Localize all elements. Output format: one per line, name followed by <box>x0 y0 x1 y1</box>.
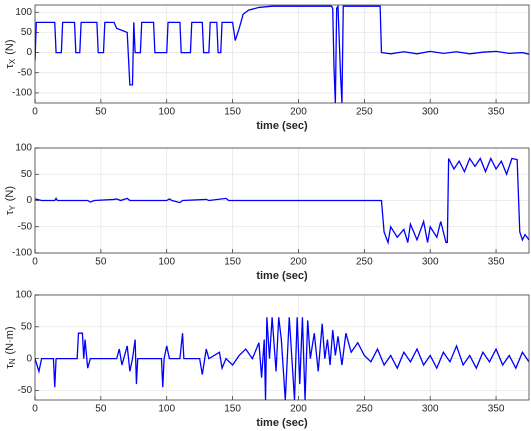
axes-box <box>34 294 530 401</box>
series <box>35 156 529 245</box>
axes-box <box>34 4 530 104</box>
x-tick-label: 200 <box>290 404 307 415</box>
y-tick-label: -50 <box>18 385 33 396</box>
series <box>35 317 529 400</box>
data-line <box>35 317 529 400</box>
subplot: 0 50 100 150 200 250 300 350 -50 0 50 100 time (sec)… <box>4 290 530 429</box>
y-axis-label: τY (N) <box>4 186 17 215</box>
y-axis-label: τX (N) <box>4 40 17 69</box>
x-tick-label: 100 <box>158 257 175 268</box>
x-tick-label: 300 <box>422 257 439 268</box>
y-label-symbol: τ <box>4 364 16 369</box>
x-tick-label: 50 <box>95 257 107 268</box>
x-axis-label: time (sec) <box>256 417 308 429</box>
y-label-subscript: X <box>8 58 17 64</box>
x-tick-label: 250 <box>356 107 373 118</box>
series <box>35 5 529 103</box>
x-tick-label: 250 <box>356 404 373 415</box>
x-tick-label: 150 <box>224 107 241 118</box>
x-tick-label: 200 <box>290 107 307 118</box>
y-tick-label: 100 <box>15 7 32 18</box>
x-tick-label: 100 <box>158 404 175 415</box>
x-tick-label: 0 <box>32 257 38 268</box>
x-tick-label: 250 <box>356 257 373 268</box>
y-tick-label: -50 <box>18 67 33 78</box>
x-tick-label: 50 <box>95 404 107 415</box>
x-tick-label: 0 <box>32 404 38 415</box>
data-line <box>35 5 529 103</box>
y-label-unit: (N) <box>4 40 16 55</box>
y-label-symbol: τ <box>4 63 16 68</box>
data-line <box>35 156 529 245</box>
x-tick-label: 150 <box>224 404 241 415</box>
y-axis-label: τN (N·m) <box>4 326 17 368</box>
y-label-subscript: N <box>8 358 17 364</box>
y-label-unit: (N) <box>4 186 16 201</box>
y-tick-label: 0 <box>26 47 32 58</box>
y-tick-label: 50 <box>21 27 33 38</box>
y-tick-label: 100 <box>15 290 32 301</box>
x-tick-label: 300 <box>422 404 439 415</box>
x-tick-label: 300 <box>422 107 439 118</box>
y-tick-label: -100 <box>12 248 32 259</box>
y-tick-label: 50 <box>21 169 33 180</box>
x-tick-label: 100 <box>158 107 175 118</box>
plot-area <box>35 5 529 103</box>
x-tick-label: 0 <box>32 107 38 118</box>
y-label-subscript: Y <box>8 205 17 211</box>
x-tick-label: 350 <box>488 257 505 268</box>
y-label-symbol: τ <box>4 210 16 215</box>
x-axis-label: time (sec) <box>256 120 308 132</box>
y-tick-label: 0 <box>26 195 32 206</box>
subplot: 0 50 100 150 200 250 300 350 -100 -50 0 50 100 time (… <box>4 4 530 132</box>
axes-box <box>34 147 530 254</box>
y-tick-label: -100 <box>12 88 32 99</box>
x-axis-label: time (sec) <box>256 270 308 282</box>
y-tick-label: 100 <box>15 143 32 154</box>
y-tick-label: 0 <box>26 353 32 364</box>
x-tick-label: 200 <box>290 257 307 268</box>
x-tick-label: 150 <box>224 257 241 268</box>
x-tick-label: 350 <box>488 107 505 118</box>
y-label-unit: (N·m) <box>4 326 16 354</box>
y-tick-label: 50 <box>21 321 33 332</box>
x-tick-label: 50 <box>95 107 107 118</box>
x-tick-label: 350 <box>488 404 505 415</box>
subplot: 0 50 100 150 200 250 300 350 -100 -50 0 50 100 time (… <box>4 143 530 282</box>
y-tick-label: -50 <box>18 221 33 232</box>
